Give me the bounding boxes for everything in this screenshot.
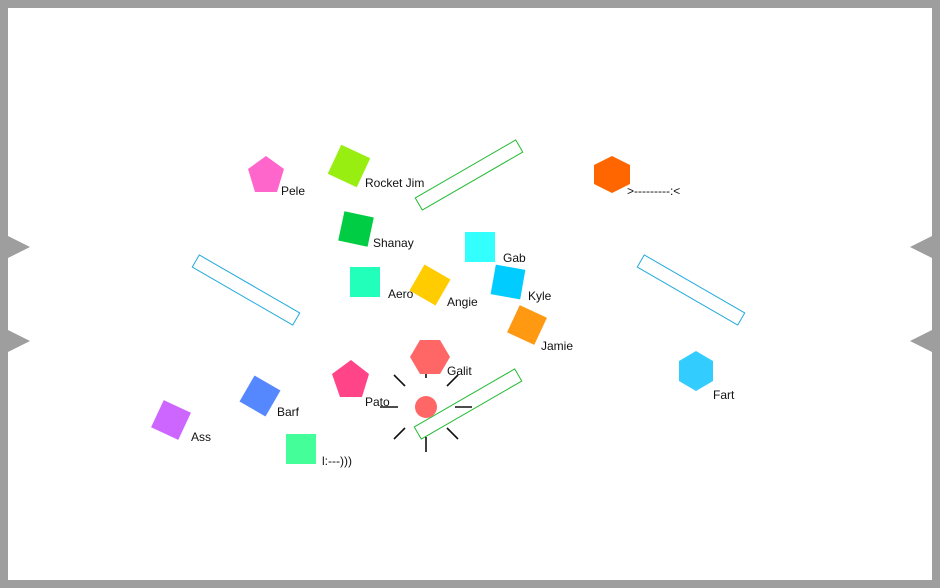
player-label: Shanay (373, 236, 414, 250)
player-label: l:---))) (322, 454, 352, 468)
hexagon-token (594, 156, 630, 193)
player-label: Rocket Jim (365, 176, 424, 190)
left-wall (0, 0, 8, 588)
left-goal-notch-top (0, 232, 30, 262)
square-token (465, 232, 495, 262)
player-label: Fart (713, 388, 735, 402)
square-token (350, 267, 380, 297)
player-shanay[interactable]: Shanay (338, 211, 414, 250)
player-rocket-jim[interactable]: Rocket Jim (327, 144, 425, 190)
player-smiley[interactable]: l:---))) (286, 434, 352, 468)
player-fish[interactable]: >---------:< (594, 156, 680, 198)
player-label: Jamie (541, 339, 573, 353)
burst-line (446, 427, 459, 440)
paddles (191, 139, 746, 440)
square-token (286, 434, 316, 464)
player-jamie[interactable]: Jamie (507, 305, 573, 353)
hexagon-token (679, 351, 713, 391)
pentagon-token (248, 156, 284, 192)
bottom-wall (0, 580, 940, 588)
paddle-left[interactable] (191, 254, 301, 326)
player-ass[interactable]: Ass (151, 400, 211, 444)
player-aero[interactable]: Aero (350, 267, 414, 301)
square-token (507, 305, 547, 345)
player-label: Galit (447, 364, 472, 378)
right-goal-notch-top (910, 232, 940, 262)
players: Pele Rocket Jim Shanay Gab Aero Angie (151, 144, 735, 468)
player-angie[interactable]: Angie (409, 264, 479, 309)
right-wall (932, 0, 940, 588)
player-fart[interactable]: Fart (679, 351, 735, 402)
burst-line (446, 374, 459, 387)
player-kyle[interactable]: Kyle (490, 264, 552, 303)
player-pato[interactable]: Pato (332, 360, 390, 409)
top-wall (0, 0, 940, 8)
burst-line (393, 427, 406, 440)
player-pele[interactable]: Pele (248, 156, 305, 198)
player-label: Ass (191, 430, 211, 444)
player-galit[interactable]: Galit (410, 340, 472, 378)
ball-core (415, 396, 437, 418)
player-gab[interactable]: Gab (465, 232, 526, 265)
paddle-bottom-center[interactable] (413, 368, 523, 440)
paddle-right[interactable] (636, 254, 746, 326)
hexagon-token (410, 340, 450, 374)
player-label: Kyle (528, 289, 552, 303)
square-token (239, 375, 281, 417)
player-barf[interactable]: Barf (239, 375, 300, 419)
player-label: Angie (447, 295, 478, 309)
paddle-top-center[interactable] (414, 139, 524, 211)
player-label: Barf (277, 405, 300, 419)
player-label: Pato (365, 395, 390, 409)
square-token (338, 211, 374, 247)
square-token (327, 144, 371, 188)
square-token (151, 400, 191, 440)
right-goal-notch-bottom (910, 326, 940, 356)
square-token (409, 264, 451, 306)
left-goal-notch-bottom (0, 326, 30, 356)
burst-line (393, 374, 406, 387)
square-token (490, 264, 526, 300)
player-label: Gab (503, 251, 526, 265)
player-label: Aero (388, 287, 414, 301)
player-label: >---------:< (627, 184, 680, 198)
player-label: Pele (281, 184, 305, 198)
pentagon-token (332, 360, 369, 397)
ball (380, 363, 472, 452)
ball-burst-lines (380, 363, 472, 452)
